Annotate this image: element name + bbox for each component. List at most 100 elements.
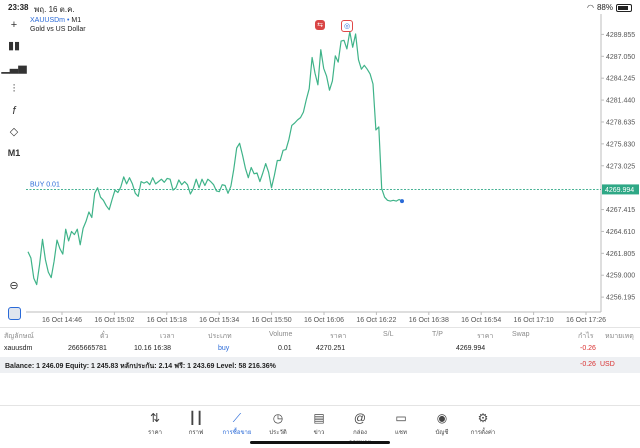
nav-settings-label: การตั้งค่า xyxy=(470,430,496,436)
battery-percent: 88% xyxy=(596,3,613,12)
y-tick-label: 4261.805 xyxy=(606,251,635,258)
header-profit: กำไร xyxy=(578,333,594,340)
nav-trade-label: การซื้อขาย xyxy=(222,430,252,436)
x-tick-label: 16 Oct 16:54 xyxy=(461,317,501,324)
indicator-bars-icon[interactable]: ▁▃▅ xyxy=(1,61,27,74)
y-tick-label: 4273.025 xyxy=(606,163,635,170)
row-price: 4270.251 xyxy=(316,345,346,352)
row-profit: -0.26 xyxy=(580,345,596,352)
sell-quick-icon[interactable]: ⇆ xyxy=(315,20,325,30)
wifi-icon: ◠ xyxy=(587,3,594,12)
nav-history-label: ประวัติ xyxy=(269,430,287,436)
row-symbol: xauusdm xyxy=(4,345,33,352)
timeframe-button[interactable]: M1 xyxy=(7,148,21,158)
balance-currency: USD xyxy=(600,361,615,368)
chart-icon: ┃┃ xyxy=(188,411,204,425)
x-tick-label: 16 Oct 16:22 xyxy=(356,317,396,324)
balance-bar: Balance: 1 246.09 Equity: 1 245.83 หลักป… xyxy=(0,357,640,373)
position-row[interactable]: xauusdm 2665665781 10.16 16:38 buy 0.01 … xyxy=(0,342,640,356)
x-tick-label: 16 Oct 17:26 xyxy=(566,317,606,324)
status-date: พฤ. 16 ต.ค. xyxy=(34,5,75,14)
nav-quotes-label: ราคา xyxy=(148,430,162,436)
nav-account[interactable]: ◉ บัญชี xyxy=(424,410,460,437)
function-icon[interactable]: f xyxy=(12,105,16,117)
nav-news-label: ข่าว xyxy=(313,430,325,436)
x-tick-label: 16 Oct 16:06 xyxy=(304,317,344,324)
one-click-trading-icon[interactable] xyxy=(6,306,22,320)
nav-account-label: บัญชี xyxy=(435,430,449,436)
buy-quick-icon[interactable]: ◎ xyxy=(341,20,353,32)
y-tick-label: 4284.245 xyxy=(606,76,635,83)
zoom-icon[interactable]: ⊖ xyxy=(9,279,19,292)
y-tick-label: 4256.195 xyxy=(606,295,635,302)
x-tick-label: 16 Oct 14:46 xyxy=(42,317,82,324)
symbol-name: XAUUSDm xyxy=(30,17,66,24)
symbol-timeframe: M1 xyxy=(71,17,82,24)
current-price-label: 4269.994 xyxy=(605,187,634,194)
order-line-label: BUY 0.01 xyxy=(30,181,60,188)
balance-text: Balance: 1 246.09 Equity: 1 245.83 หลักป… xyxy=(5,363,276,370)
status-time: 23:38 xyxy=(8,3,29,12)
nav-chart-label: กราฟ xyxy=(188,430,204,436)
header-current-price: ราคา xyxy=(477,333,494,340)
objects-icon[interactable]: ◇ xyxy=(9,125,19,138)
price-line xyxy=(27,31,403,286)
y-tick-label: 4287.050 xyxy=(606,54,635,61)
price-chart[interactable]: 4289.855 4287.050 4284.245 4281.440 4278.635… xyxy=(26,14,640,326)
header-type: ประเภท xyxy=(208,333,232,340)
header-volume: Volume xyxy=(269,331,293,338)
nav-history[interactable]: ◷ ประวัติ xyxy=(260,410,296,437)
row-time: 10.16 16:38 xyxy=(134,345,171,352)
header-comment: หมายเหตุ xyxy=(605,333,634,340)
header-ticket: ตั๋ว xyxy=(100,333,109,340)
news-icon: ▤ xyxy=(313,411,325,425)
sliders-icon[interactable]: ⫶ xyxy=(12,82,16,95)
last-price-dot xyxy=(400,199,404,204)
nav-news[interactable]: ▤ ข่าว xyxy=(301,410,337,437)
row-type: buy xyxy=(218,345,230,352)
crosshair-icon[interactable]: + xyxy=(10,19,18,31)
y-tick-label: 4264.610 xyxy=(606,229,635,236)
x-tick-label: 16 Oct 15:18 xyxy=(147,317,187,324)
y-tick-label: 4289.855 xyxy=(606,32,635,39)
row-ticket: 2665665781 xyxy=(68,345,107,352)
header-tp: T/P xyxy=(432,331,443,338)
chat-icon: ▭ xyxy=(395,411,407,425)
row-current-price: 4269.994 xyxy=(456,345,486,352)
y-tick-label: 4278.635 xyxy=(606,119,635,126)
y-tick-label: 4275.830 xyxy=(606,141,635,148)
account-icon: ◉ xyxy=(436,411,448,425)
nav-trade[interactable]: ⟋ การซื้อขาย xyxy=(219,410,255,437)
x-tick-label: 16 Oct 15:50 xyxy=(252,317,292,324)
status-bar: 23:38 พฤ. 16 ต.ค. ◠ 88% xyxy=(0,0,640,14)
row-volume: 0.01 xyxy=(278,345,292,352)
battery-icon xyxy=(616,3,632,12)
x-tick-label: 16 Oct 15:02 xyxy=(94,317,134,324)
trade-icon: ⟋ xyxy=(232,411,242,425)
nav-quotes[interactable]: ⇅ ราคา xyxy=(137,410,173,437)
current-price-tag xyxy=(602,184,639,195)
candlestick-icon[interactable]: ▮▮ xyxy=(7,39,21,52)
header-symbol: สัญลักษณ์ xyxy=(4,333,34,340)
x-tick-label: 16 Oct 16:38 xyxy=(409,317,449,324)
symbol-description: Gold vs US Dollar xyxy=(30,26,86,33)
quotes-icon: ⇅ xyxy=(149,411,161,425)
header-time: เวลา xyxy=(160,333,175,340)
chart-canvas: 4289.855 4287.050 4284.245 4281.440 4278.635… xyxy=(26,14,639,324)
settings-icon: ⚙ xyxy=(477,411,489,425)
y-tick-label: 4259.000 xyxy=(606,273,635,280)
balance-profit: -0.26 xyxy=(580,361,596,368)
header-price: ราคา xyxy=(330,333,347,340)
home-indicator xyxy=(250,441,390,444)
positions-table-header: สัญลักษณ์ ตั๋ว เวลา ประเภท Volume ราคา S… xyxy=(0,327,640,342)
x-tick-label: 16 Oct 17:10 xyxy=(514,317,554,324)
bottom-navigation: ⇅ ราคา ┃┃ กราฟ ⟋ การซื้อขาย ◷ ประวัติ ▤ … xyxy=(0,405,640,448)
symbol-dot: • xyxy=(66,17,70,24)
y-tick-label: 4267.415 xyxy=(606,207,635,214)
status-right: ◠ 88% xyxy=(587,3,632,12)
nav-chart[interactable]: ┃┃ กราฟ xyxy=(178,410,214,437)
nav-chat[interactable]: ▭ แชท xyxy=(383,410,419,437)
chart-toolbar: + ▮▮ ▁▃▅ ⫶ f ◇ M1 ⊖ xyxy=(0,14,27,334)
nav-settings[interactable]: ⚙ การตั้งค่า xyxy=(465,410,501,437)
chart-symbol-info: XAUUSDm • M1 Gold vs US Dollar xyxy=(30,16,86,34)
